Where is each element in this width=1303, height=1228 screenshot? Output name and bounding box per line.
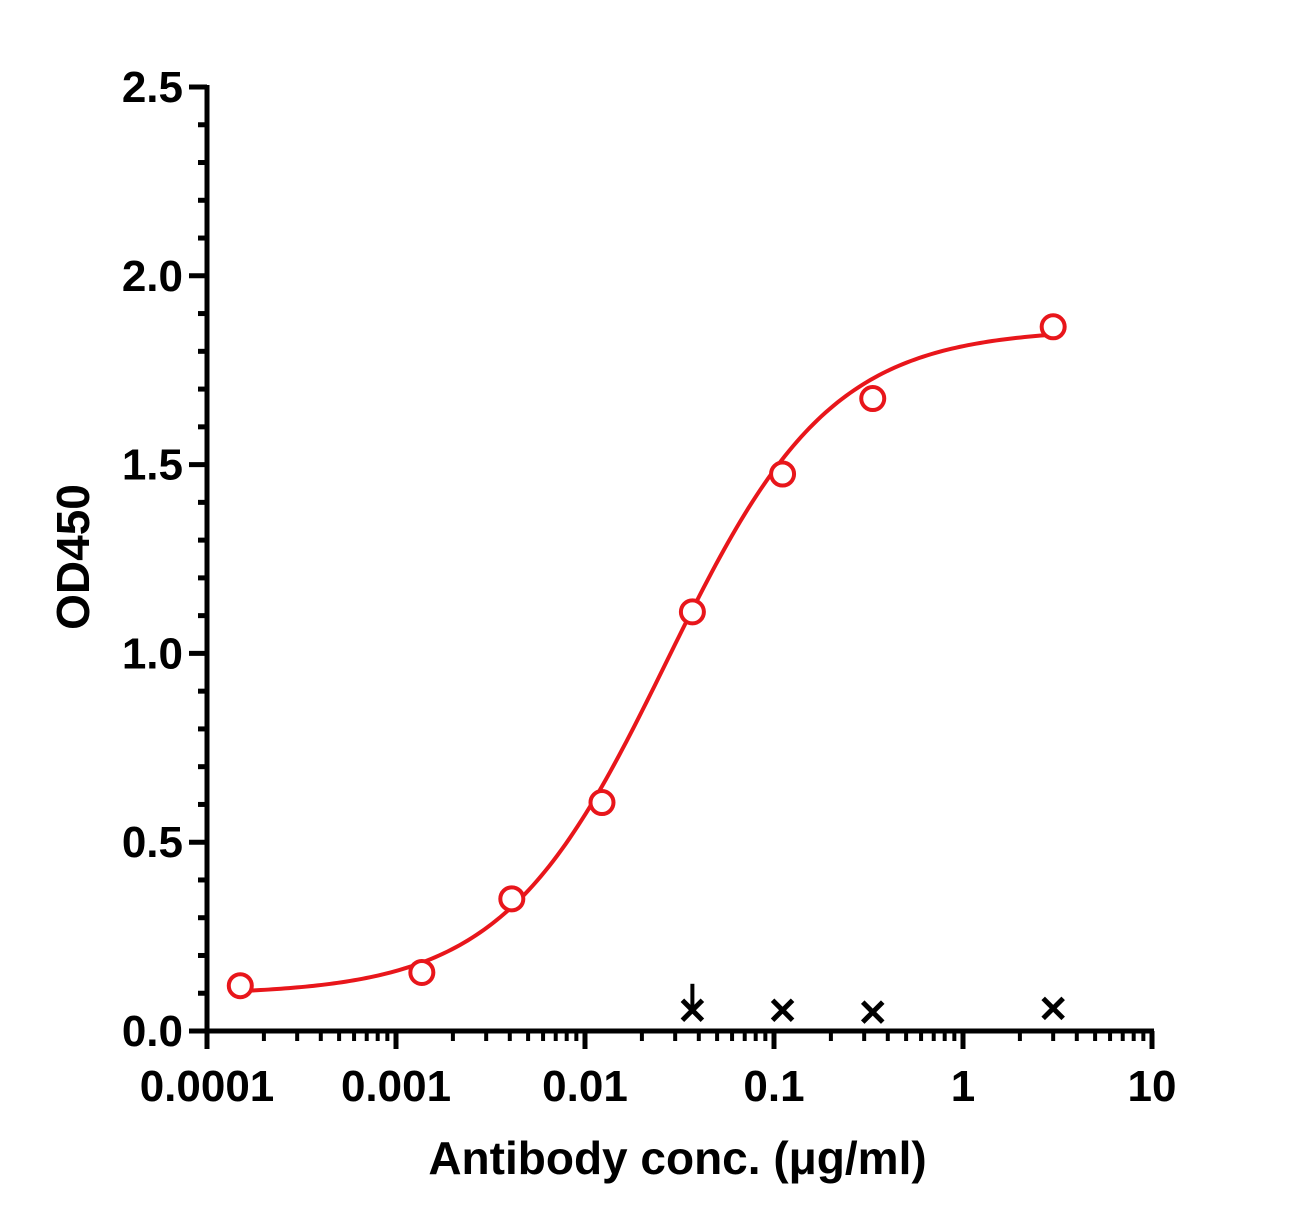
x-tick-label: 1 — [951, 1062, 975, 1111]
data-point-circle — [498, 885, 526, 913]
data-point-x — [860, 1000, 885, 1024]
y-axis-title: OD450 — [47, 484, 99, 630]
data-point-x — [770, 998, 795, 1022]
x-axis-title: Antibody conc. (μg/ml) — [428, 1132, 926, 1184]
data-point-circle — [769, 460, 797, 488]
y-tick-label: 1.0 — [122, 629, 183, 678]
data-markers — [226, 313, 1067, 1024]
x-tick-label: 0.01 — [542, 1062, 628, 1111]
axes — [204, 85, 1154, 1034]
data-point-circle — [859, 385, 887, 413]
data-point-circle — [588, 789, 616, 817]
x-tick-label: 0.001 — [341, 1062, 451, 1111]
data-point-x — [680, 983, 705, 1022]
y-tick-label: 2.5 — [122, 63, 183, 112]
x-tick-label: 0.1 — [743, 1062, 804, 1111]
axis-ticks — [189, 84, 1155, 1049]
data-point-circle — [226, 972, 254, 1000]
x-marker-stroke — [770, 998, 795, 1022]
y-tick-label: 0.5 — [122, 818, 183, 867]
fit-curve — [240, 332, 1054, 994]
x-marker-stroke — [1041, 996, 1065, 1021]
x-tick-label: 10 — [1128, 1062, 1177, 1111]
x-marker-stroke — [680, 998, 705, 1022]
y-tick-label: 0.0 — [122, 1007, 183, 1056]
data-point-circle — [678, 598, 706, 626]
data-point-x — [1041, 996, 1065, 1021]
tick-labels: 0.0 0.5 1.0 1.5 2.0 2.5 0.0001 0.001 0.01 0.1 1 10 — [122, 63, 1177, 1111]
x-tick-label: 0.0001 — [140, 1062, 275, 1111]
data-point-circle — [408, 958, 436, 986]
data-point-circle — [1039, 313, 1067, 341]
y-tick-label: 2.0 — [122, 252, 183, 301]
y-tick-label: 1.5 — [122, 441, 183, 490]
x-marker-stroke — [860, 1000, 885, 1024]
